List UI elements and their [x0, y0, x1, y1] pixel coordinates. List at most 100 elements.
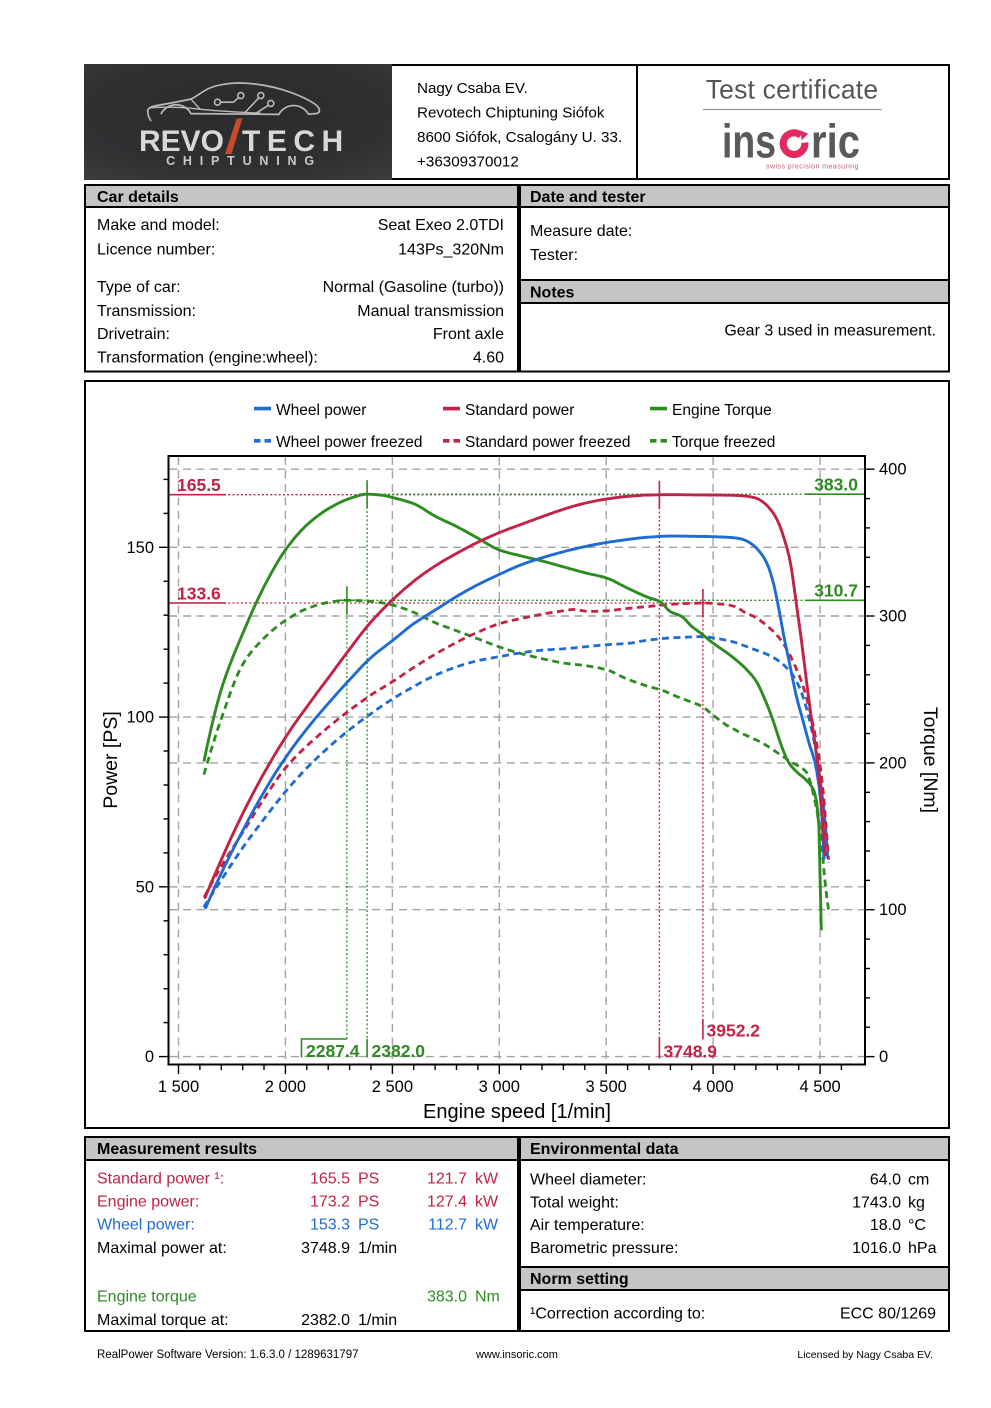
svg-text:0: 0	[879, 1048, 888, 1066]
svg-text:200: 200	[879, 754, 907, 772]
svg-text:Power [PS]: Power [PS]	[100, 711, 122, 809]
svg-text:2382.0: 2382.0	[301, 1312, 350, 1329]
svg-text:310.7: 310.7	[814, 581, 858, 601]
svg-text:Barometric pressure:: Barometric pressure:	[530, 1240, 679, 1257]
svg-text:Car details: Car details	[97, 189, 179, 206]
svg-text:Environmental data: Environmental data	[530, 1141, 679, 1158]
svg-text:3 500: 3 500	[586, 1078, 627, 1096]
svg-text:Nm: Nm	[475, 1288, 500, 1305]
svg-text:1/min: 1/min	[358, 1240, 397, 1257]
svg-text:°C: °C	[908, 1217, 926, 1234]
svg-text:Type of car:: Type of car:	[97, 279, 181, 296]
svg-text:Total weight:: Total weight:	[530, 1194, 619, 1211]
svg-text:1 500: 1 500	[158, 1078, 199, 1096]
svg-text:Licence number:: Licence number:	[97, 241, 215, 258]
svg-text:Norm setting: Norm setting	[530, 1271, 629, 1288]
svg-text:Torque freezed: Torque freezed	[672, 434, 775, 451]
svg-text:Standard power ¹:: Standard power ¹:	[97, 1171, 224, 1188]
svg-text:383.0: 383.0	[814, 475, 858, 495]
svg-text:165.5: 165.5	[310, 1171, 350, 1188]
svg-text:1743.0: 1743.0	[852, 1194, 901, 1211]
svg-text:50: 50	[136, 878, 154, 896]
svg-text:Revotech Chiptuning Siófok: Revotech Chiptuning Siófok	[417, 105, 605, 122]
svg-text:165.5: 165.5	[177, 475, 221, 495]
svg-text:ins: ins	[722, 115, 776, 168]
svg-text:PS: PS	[358, 1194, 379, 1211]
svg-text:swiss precision measuring: swiss precision measuring	[766, 163, 859, 170]
svg-text:127.4: 127.4	[427, 1194, 467, 1211]
svg-text:Seat Exeo 2.0TDI: Seat Exeo 2.0TDI	[378, 217, 504, 234]
svg-text:143Ps_320Nm: 143Ps_320Nm	[398, 241, 504, 258]
svg-text:Wheel diameter:: Wheel diameter:	[530, 1172, 647, 1189]
svg-text:64.0: 64.0	[870, 1172, 901, 1189]
svg-text:400: 400	[879, 461, 907, 479]
svg-text:REVO: REVO	[139, 125, 224, 158]
svg-text:100: 100	[126, 709, 154, 727]
svg-text:Measurement results: Measurement results	[97, 1141, 257, 1158]
svg-text:133.6: 133.6	[177, 583, 221, 603]
svg-text:Transmission:: Transmission:	[97, 303, 196, 320]
svg-text:3748.9: 3748.9	[301, 1240, 350, 1257]
svg-text:www.insoric.com: www.insoric.com	[475, 1349, 558, 1361]
svg-text:1016.0: 1016.0	[852, 1240, 901, 1257]
svg-text:3 000: 3 000	[479, 1078, 520, 1096]
svg-text:Wheel power freezed: Wheel power freezed	[276, 434, 422, 451]
svg-text:3952.2: 3952.2	[707, 1021, 761, 1041]
svg-text:kW: kW	[475, 1217, 499, 1234]
svg-text:Tester:: Tester:	[530, 247, 578, 264]
svg-text:PS: PS	[358, 1171, 379, 1188]
svg-text:Test certificate: Test certificate	[706, 75, 879, 105]
svg-text:173.2: 173.2	[310, 1194, 350, 1211]
svg-text:kW: kW	[475, 1171, 499, 1188]
svg-text:+36309370012: +36309370012	[417, 154, 519, 171]
svg-text:Transformation (engine:wheel):: Transformation (engine:wheel):	[97, 350, 318, 367]
svg-text:Air temperature:: Air temperature:	[530, 1217, 645, 1234]
svg-text:2287.4: 2287.4	[306, 1041, 360, 1061]
svg-text:150: 150	[126, 539, 154, 557]
svg-text:Nagy Csaba EV.: Nagy Csaba EV.	[417, 80, 528, 97]
svg-text:ECC 80/1269: ECC 80/1269	[840, 1305, 936, 1322]
svg-text:kW: kW	[475, 1194, 499, 1211]
svg-text:cm: cm	[908, 1172, 929, 1189]
svg-text:TECH: TECH	[242, 125, 350, 158]
svg-text:Engine Torque: Engine Torque	[672, 402, 772, 419]
svg-text:Front axle: Front axle	[433, 326, 504, 343]
svg-text:Standard power: Standard power	[465, 402, 574, 419]
svg-text:Measure date:: Measure date:	[530, 223, 632, 240]
svg-text:8600 Siófok, Csalogány U. 33.: 8600 Siófok, Csalogány U. 33.	[417, 129, 622, 146]
svg-text:Drivetrain:: Drivetrain:	[97, 326, 170, 343]
svg-text:4 500: 4 500	[799, 1078, 840, 1096]
svg-text:2382.0: 2382.0	[372, 1041, 426, 1061]
svg-text:Normal (Gasoline (turbo)): Normal (Gasoline (turbo))	[323, 279, 504, 296]
svg-text:Wheel power: Wheel power	[276, 402, 366, 419]
svg-text:Gear 3 used in measurement.: Gear 3 used in measurement.	[724, 323, 936, 340]
svg-text:2 000: 2 000	[265, 1078, 306, 1096]
svg-text:Torque [Nm]: Torque [Nm]	[919, 707, 941, 813]
svg-text:hPa: hPa	[908, 1240, 937, 1257]
svg-text:Engine torque: Engine torque	[97, 1288, 197, 1305]
svg-text:CHIPTUNING: CHIPTUNING	[166, 154, 322, 168]
svg-text:1/min: 1/min	[358, 1312, 397, 1329]
svg-text:Licensed by Nagy Csaba EV.: Licensed by Nagy Csaba EV.	[797, 1349, 933, 1361]
svg-text:Wheel power:: Wheel power:	[97, 1217, 195, 1234]
svg-text:Maximal torque at:: Maximal torque at:	[97, 1312, 229, 1329]
svg-text:100: 100	[879, 901, 907, 919]
svg-text:300: 300	[879, 608, 907, 626]
svg-text:Maximal power at:: Maximal power at:	[97, 1240, 227, 1257]
svg-text:4.60: 4.60	[473, 350, 504, 367]
svg-text:112.7: 112.7	[428, 1217, 467, 1234]
svg-text:kg: kg	[908, 1194, 925, 1211]
svg-text:Standard power freezed: Standard power freezed	[465, 434, 630, 451]
svg-text:ric: ric	[811, 115, 860, 168]
svg-text:18.0: 18.0	[870, 1217, 901, 1234]
svg-text:383.0: 383.0	[427, 1288, 467, 1305]
svg-text:Engine speed [1/min]: Engine speed [1/min]	[423, 1101, 611, 1123]
svg-text:PS: PS	[358, 1217, 379, 1234]
svg-text:2 500: 2 500	[372, 1078, 413, 1096]
svg-text:¹Correction according to:: ¹Correction according to:	[530, 1305, 705, 1322]
svg-text:4 000: 4 000	[692, 1078, 733, 1096]
svg-text:121.7: 121.7	[427, 1171, 467, 1188]
svg-text:0: 0	[145, 1048, 154, 1066]
svg-text:153.3: 153.3	[310, 1217, 350, 1234]
svg-text:Manual transmission: Manual transmission	[357, 303, 504, 320]
